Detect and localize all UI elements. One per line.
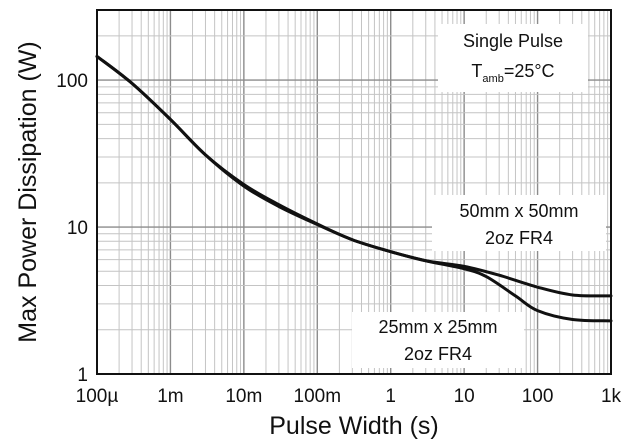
series-label-2-line1: 25mm x 25mm	[378, 317, 497, 337]
series-label-1-line2: 2oz FR4	[485, 228, 553, 248]
x-tick-label: 1m	[157, 386, 183, 407]
series-line-2	[95, 54, 613, 323]
series-layer	[95, 54, 613, 323]
x-tick-label: 100µ	[76, 386, 119, 407]
y-tick-label: 100	[56, 71, 88, 92]
x-tick-label: 1	[385, 386, 396, 407]
series-label-2-line2: 2oz FR4	[404, 344, 472, 364]
annotation-line1: Single Pulse	[463, 31, 563, 51]
temperature-value: =25°C	[504, 61, 555, 81]
y-tick-label: 10	[67, 218, 88, 239]
x-tick-label: 100m	[294, 386, 342, 407]
x-tick-label: 1k	[601, 386, 622, 407]
series-label-box-1	[432, 195, 606, 251]
series-label-box-2	[352, 312, 524, 368]
x-axis-title: Pulse Width (s)	[269, 412, 438, 440]
y-tick-label: 1	[77, 365, 88, 386]
temperature-subscript: amb	[482, 73, 503, 85]
annotation-box	[438, 24, 588, 92]
y-axis-title: Max Power Dissipation (W)	[14, 41, 42, 342]
annotation-temperature: Tamb=25°C	[471, 61, 554, 85]
tick-labels: 100µ 1m 10m 100m 1 10 100 1k 1 10 100	[56, 71, 621, 407]
x-tick-label: 10	[454, 386, 475, 407]
plot-frame	[96, 9, 612, 375]
x-tick-label: 100	[522, 386, 554, 407]
series-label-1-line1: 50mm x 50mm	[459, 201, 578, 221]
temperature-symbol: T	[471, 61, 482, 81]
x-tick-label: 10m	[225, 386, 262, 407]
